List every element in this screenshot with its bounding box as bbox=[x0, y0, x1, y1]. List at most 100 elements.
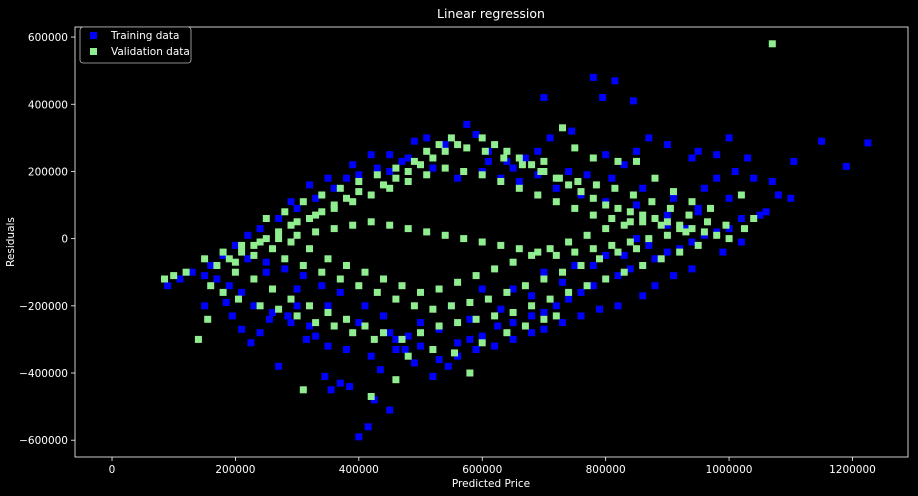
training-point bbox=[262, 268, 270, 276]
validation-point bbox=[275, 235, 283, 243]
training-point bbox=[367, 151, 375, 159]
training-point bbox=[633, 235, 640, 243]
x-tick-label: 0 bbox=[109, 464, 116, 476]
validation-point bbox=[694, 241, 702, 249]
validation-point bbox=[380, 181, 387, 189]
training-point bbox=[787, 194, 795, 202]
training-point bbox=[651, 282, 659, 290]
training-point bbox=[346, 383, 354, 390]
validation-point bbox=[491, 265, 499, 273]
training-point bbox=[454, 174, 462, 182]
validation-point bbox=[515, 184, 523, 192]
training-point bbox=[327, 386, 335, 394]
training-point bbox=[364, 423, 372, 431]
validation-point bbox=[281, 255, 289, 263]
validation-point bbox=[312, 319, 320, 327]
training-point bbox=[287, 319, 295, 327]
training-point bbox=[509, 285, 517, 293]
validation-point bbox=[583, 282, 591, 290]
validation-point bbox=[275, 228, 283, 236]
validation-point bbox=[676, 248, 684, 256]
validation-point bbox=[688, 198, 696, 206]
validation-point bbox=[629, 191, 637, 199]
validation-point bbox=[312, 211, 320, 219]
training-point bbox=[608, 174, 616, 182]
validation-point bbox=[349, 198, 357, 206]
training-point bbox=[528, 292, 536, 300]
validation-point bbox=[386, 184, 394, 192]
validation-point bbox=[478, 339, 486, 347]
validation-point bbox=[306, 215, 313, 222]
training-point bbox=[559, 278, 566, 286]
validation-point bbox=[676, 225, 684, 233]
validation-point bbox=[620, 221, 628, 229]
y-tick-label: 0 bbox=[61, 234, 68, 246]
training-point bbox=[577, 288, 585, 296]
validation-point bbox=[213, 262, 221, 269]
validation-point bbox=[565, 181, 573, 189]
validation-point bbox=[552, 251, 560, 259]
training-point bbox=[688, 265, 696, 273]
training-point bbox=[201, 302, 209, 310]
training-point bbox=[302, 335, 310, 343]
training-point bbox=[639, 292, 647, 300]
validation-point bbox=[521, 282, 529, 290]
legend-swatch-training bbox=[90, 32, 97, 39]
training-point bbox=[571, 262, 579, 269]
validation-point bbox=[355, 178, 363, 185]
training-point bbox=[744, 154, 752, 162]
validation-point bbox=[750, 215, 758, 222]
training-point bbox=[626, 265, 634, 273]
validation-point bbox=[256, 238, 264, 246]
validation-point bbox=[410, 157, 418, 165]
training-point bbox=[509, 164, 517, 172]
validation-point bbox=[361, 322, 369, 330]
validation-point bbox=[204, 315, 212, 323]
validation-point bbox=[392, 376, 400, 384]
validation-point bbox=[435, 285, 443, 293]
validation-point bbox=[454, 278, 462, 286]
training-point bbox=[336, 379, 344, 387]
validation-point bbox=[478, 134, 486, 142]
training-point bbox=[454, 339, 462, 347]
validation-point bbox=[515, 154, 523, 162]
training-point bbox=[386, 406, 394, 414]
training-point bbox=[238, 288, 246, 296]
validation-point bbox=[441, 231, 449, 239]
training-point bbox=[565, 295, 573, 303]
validation-point bbox=[639, 211, 647, 219]
validation-point bbox=[651, 215, 659, 222]
legend-swatch-validation bbox=[90, 48, 97, 55]
x-tick-label: 800000 bbox=[586, 464, 626, 476]
training-point bbox=[324, 302, 332, 310]
validation-point bbox=[435, 141, 443, 149]
validation-point bbox=[515, 245, 523, 253]
training-point bbox=[269, 309, 276, 316]
x-tick-label: 600000 bbox=[462, 464, 502, 476]
training-point bbox=[663, 248, 671, 256]
training-point bbox=[589, 262, 597, 269]
validation-point bbox=[460, 235, 468, 243]
validation-point bbox=[281, 208, 289, 216]
validation-point bbox=[306, 245, 313, 253]
validation-point bbox=[546, 245, 554, 253]
training-point bbox=[528, 312, 536, 320]
training-point bbox=[614, 272, 622, 280]
training-point bbox=[466, 335, 474, 343]
validation-point bbox=[521, 322, 529, 330]
training-point bbox=[355, 171, 363, 179]
validation-point bbox=[349, 329, 357, 337]
validation-point bbox=[528, 161, 536, 169]
validation-point bbox=[287, 238, 295, 246]
validation-point bbox=[238, 241, 246, 249]
validation-point bbox=[540, 315, 548, 323]
validation-point bbox=[201, 255, 209, 263]
validation-point bbox=[546, 295, 554, 303]
training-point bbox=[577, 312, 585, 320]
training-point bbox=[515, 178, 523, 185]
validation-point bbox=[657, 221, 665, 229]
validation-point bbox=[306, 302, 313, 310]
validation-point bbox=[614, 204, 622, 212]
training-point bbox=[497, 305, 505, 313]
validation-point bbox=[404, 352, 412, 360]
